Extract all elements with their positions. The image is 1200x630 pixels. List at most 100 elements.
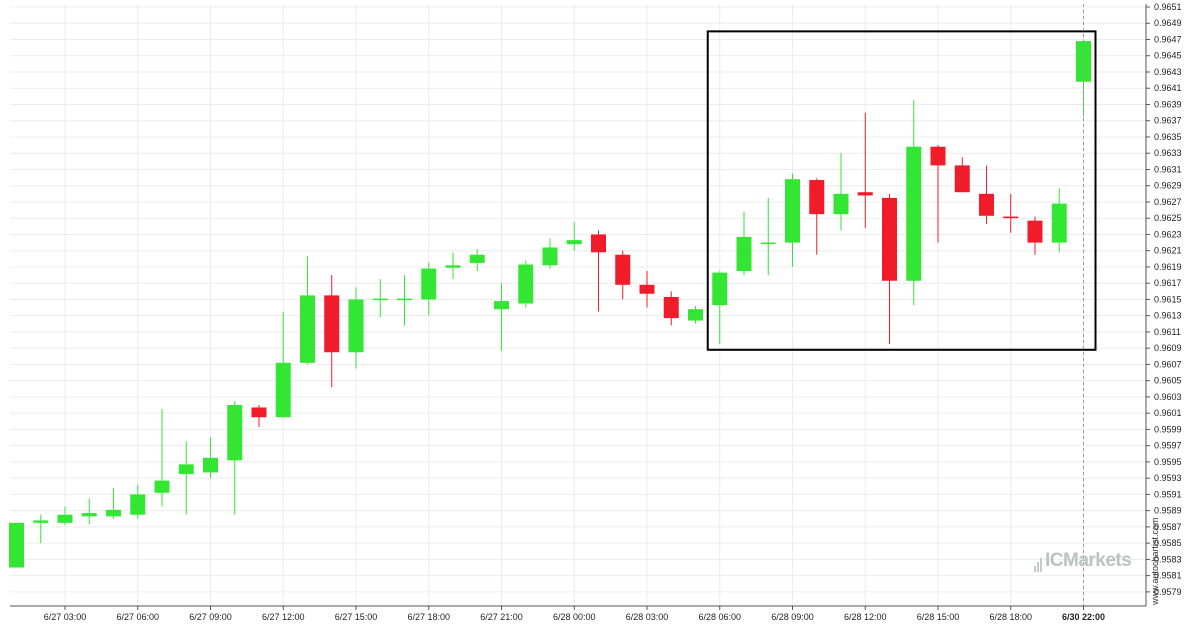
x-tick-label: 6/28 00:00 (553, 612, 596, 622)
y-tick-label: 0.9603 (1154, 392, 1182, 402)
candle-down (663, 297, 679, 319)
candle-up (154, 480, 170, 493)
x-tick-label: 6/28 15:00 (917, 612, 960, 622)
candle-down (954, 165, 970, 193)
x-tick-label: 6/28 12:00 (844, 612, 887, 622)
x-tick-label: 6/28 06:00 (698, 612, 741, 622)
y-tick-label: 0.9625 (1154, 213, 1182, 223)
candle-up (736, 236, 752, 272)
candle-down (930, 146, 946, 166)
y-tick-label: 0.9607 (1154, 359, 1182, 369)
highlight-rectangle (706, 30, 1097, 351)
x-tick-label: 6/27 03:00 (44, 612, 87, 622)
y-tick-label: 0.9611 (1154, 327, 1181, 337)
x-tick-label: 6/27 09:00 (189, 612, 232, 622)
y-tick-label: 0.9627 (1154, 197, 1182, 207)
x-tick-label: 6/28 03:00 (626, 612, 669, 622)
candle-up (33, 520, 49, 523)
logo-bars-icon (1034, 550, 1043, 572)
y-tick-label: 0.9651 (1154, 2, 1182, 12)
candle-down (1027, 220, 1043, 243)
y-tick-label: 0.9581 (1154, 571, 1182, 581)
pattern-highlight-box (706, 30, 1097, 351)
y-tick-label: 0.9645 (1154, 51, 1182, 61)
candle-down (615, 254, 631, 285)
y-tick-label: 0.9643 (1154, 67, 1182, 77)
candle-up (785, 179, 800, 243)
icmarkets-logo: ICMarkets (1034, 550, 1132, 572)
x-tick-label: 6/27 06:00 (116, 612, 159, 622)
x-tick-label: 6/27 21:00 (480, 612, 523, 622)
candle-up (397, 298, 412, 301)
y-tick-label: 0.9641 (1154, 83, 1182, 93)
y-tick-label: 0.9647 (1154, 34, 1182, 44)
candle-up (833, 193, 849, 215)
candle-down (857, 192, 873, 196)
y-tick-label: 0.9593 (1154, 473, 1182, 483)
y-tick-label: 0.9595 (1154, 457, 1182, 467)
y-tick-label: 0.9579 (1154, 587, 1182, 597)
candle-up (227, 405, 243, 461)
y-tick-label: 0.9583 (1154, 554, 1182, 564)
candle-up (130, 494, 146, 515)
y-tick-label: 0.9639 (1154, 99, 1182, 109)
candle-up (712, 272, 728, 306)
candle-down (591, 234, 606, 253)
candle-up (421, 268, 437, 300)
candle-down (251, 407, 267, 418)
candle-up (178, 464, 194, 475)
candle-down (639, 284, 655, 294)
candle-down (809, 180, 825, 215)
candle-up (542, 247, 558, 266)
y-tick-label: 0.9619 (1154, 262, 1182, 272)
y-tick-label: 0.9613 (1154, 311, 1182, 321)
y-tick-label: 0.9585 (1154, 538, 1182, 548)
y-tick-label: 0.9601 (1154, 408, 1182, 418)
y-tick-label: 0.9649 (1154, 18, 1182, 28)
x-axis: 6/27 03:00 6/27 06:00 6/27 09:00 6/27 12:00… (10, 605, 1146, 622)
x-tick-label: 6/27 15:00 (335, 612, 378, 622)
y-tick-label: 0.9635 (1154, 132, 1182, 142)
candle-up (445, 265, 461, 268)
y-tick-label: 0.9633 (1154, 148, 1182, 158)
candle-up (372, 298, 388, 301)
candle-up (81, 513, 97, 517)
x-tick-label: 6/27 12:00 (262, 612, 305, 622)
y-tick-label: 0.9621 (1154, 246, 1182, 256)
candle-down (979, 193, 994, 216)
candle-up (348, 299, 364, 353)
candle-up (203, 457, 218, 473)
candle-up (906, 146, 922, 281)
candle-up (518, 264, 534, 304)
candle-up (106, 509, 121, 517)
y-tick-label: 0.9599 (1154, 424, 1182, 434)
candle-up (1076, 41, 1091, 82)
candles (9, 39, 1091, 568)
y-axis: 0.9651 0.9649 0.9647 0.9645 0.9643 0.9641 0.96… (1145, 2, 1182, 606)
candle-up (688, 309, 703, 321)
candle-up (566, 240, 582, 245)
y-tick-label: 0.9617 (1154, 278, 1182, 288)
grid-lines (10, 4, 1146, 606)
y-tick-label: 0.9591 (1154, 489, 1182, 499)
y-tick-label: 0.9615 (1154, 294, 1182, 304)
watermark: www.autochartist.com (1150, 517, 1160, 605)
y-tick-label: 0.9609 (1154, 343, 1182, 353)
candle-up (275, 362, 291, 418)
candle-up (57, 514, 73, 523)
y-tick-label: 0.9605 (1154, 376, 1182, 386)
x-tick-label: 6/30 22:00 (1062, 612, 1105, 622)
y-tick-label: 0.9629 (1154, 181, 1182, 191)
y-tick-label: 0.9589 (1154, 506, 1182, 516)
candle-up (1051, 203, 1067, 243)
y-tick-label: 0.9597 (1154, 441, 1182, 451)
y-tick-label: 0.9637 (1154, 116, 1182, 126)
y-tick-label: 0.9631 (1154, 164, 1182, 174)
candle-up (469, 254, 485, 263)
candle-down (882, 197, 897, 281)
x-tick-label: 6/28 09:00 (771, 612, 814, 622)
y-tick-label: 0.9623 (1154, 229, 1182, 239)
candle-up (494, 301, 509, 310)
candle-down (324, 295, 340, 353)
